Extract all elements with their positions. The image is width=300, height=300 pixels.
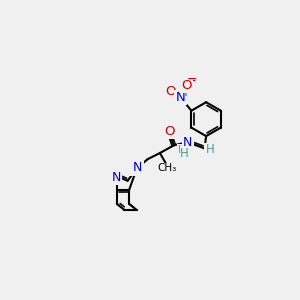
Text: N: N [176,91,185,104]
Text: N: N [111,171,121,184]
Text: O: O [165,85,176,98]
Text: H: H [206,143,214,157]
Text: O: O [182,78,192,91]
Text: CH₃: CH₃ [157,164,176,173]
Text: −: − [186,75,197,88]
Text: H: H [178,145,186,155]
Text: −: − [187,74,197,86]
Text: H: H [181,150,190,163]
Text: O: O [182,79,192,92]
Text: N: N [130,163,140,176]
Text: O: O [166,84,176,97]
Text: N: N [133,161,142,174]
Text: O: O [164,125,174,138]
Text: O: O [164,125,174,138]
Text: H: H [180,146,189,160]
Text: N: N [175,90,184,103]
Text: +: + [181,88,189,98]
Text: +: + [180,89,187,98]
Text: N: N [183,136,192,149]
Text: H: H [205,143,214,157]
Text: N: N [184,135,193,148]
Text: N: N [183,136,192,149]
Text: N: N [110,170,119,183]
